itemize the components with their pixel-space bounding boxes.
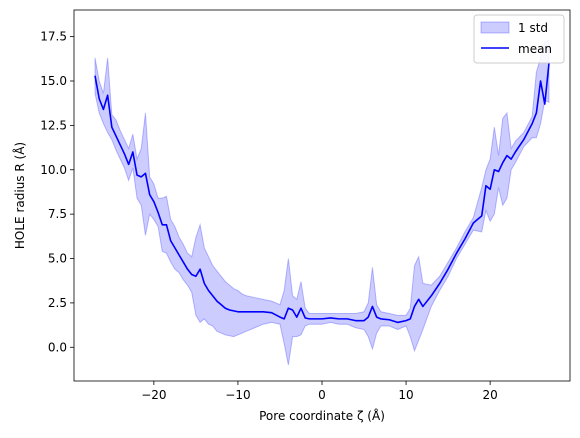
- x-tick-label: 0: [318, 388, 326, 402]
- y-tick-label: 10.0: [40, 163, 67, 177]
- y-tick-label: 12.5: [40, 118, 67, 132]
- std-band: [94, 39, 550, 366]
- y-axis-label: HOLE radius R (Å): [12, 142, 27, 249]
- x-tick-label: 10: [398, 388, 413, 402]
- legend-mean-label: mean: [518, 42, 552, 56]
- y-tick-label: 2.5: [48, 296, 67, 310]
- y-tick-label: 17.5: [40, 30, 67, 44]
- x-tick-label: 20: [482, 388, 497, 402]
- mean-line: [94, 63, 550, 324]
- x-tick-label: −10: [225, 388, 250, 402]
- axis-ticks: −20 −10 0 10 20 0.0 2.5 5.0 7.5 10.0 12.5 15.0 17.5: [40, 30, 497, 402]
- legend-box: [473, 14, 565, 64]
- y-tick-label: 7.5: [48, 207, 67, 221]
- legend-std-swatch: [480, 21, 510, 34]
- legend: 1 std mean: [473, 14, 565, 64]
- x-tick-label: −20: [141, 388, 166, 402]
- y-tick-label: 15.0: [40, 74, 67, 88]
- y-tick-label: 5.0: [48, 252, 67, 266]
- legend-std-label: 1 std: [518, 21, 548, 35]
- y-tick-label: 0.0: [48, 340, 67, 354]
- x-axis-label: Pore coordinate ζ (Å): [259, 408, 385, 423]
- plot-area: [94, 39, 550, 366]
